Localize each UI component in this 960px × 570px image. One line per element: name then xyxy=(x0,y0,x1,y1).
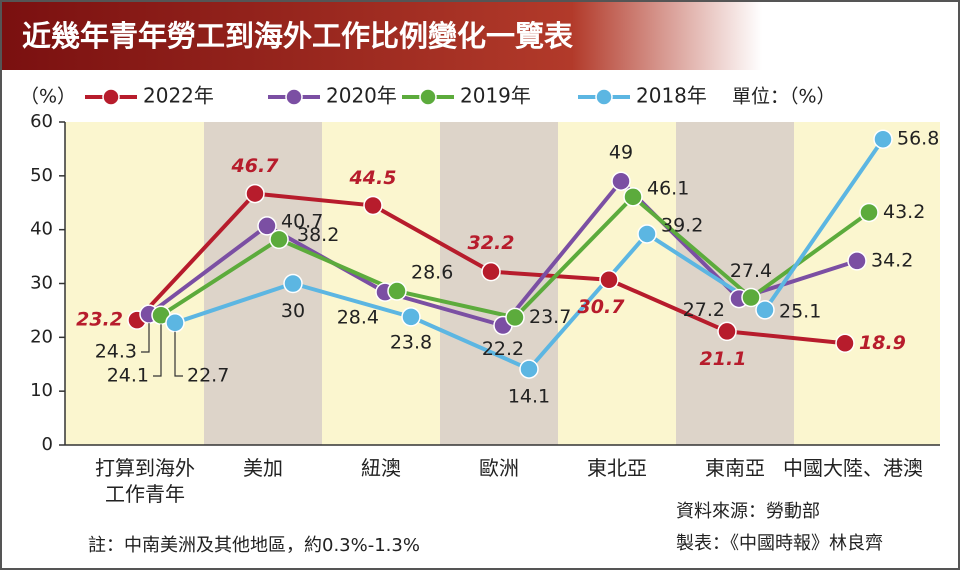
data-label: 23.2 xyxy=(76,309,123,331)
data-point xyxy=(611,171,631,191)
x-tick-label: 東北亞 xyxy=(587,456,647,480)
data-label: 23.8 xyxy=(390,331,432,353)
legend-marker xyxy=(102,88,120,106)
data-label: 34.2 xyxy=(871,249,913,271)
data-label: 30.7 xyxy=(578,296,626,318)
data-point xyxy=(873,129,893,149)
x-tick-label: 美加 xyxy=(243,456,283,480)
y-unit: （%） xyxy=(20,86,76,108)
legend-label: 2018年 xyxy=(636,84,707,108)
data-point xyxy=(481,261,501,282)
data-point xyxy=(283,273,303,294)
y-tick-label: 50 xyxy=(30,165,53,186)
data-point xyxy=(599,269,619,290)
leader-line xyxy=(141,323,150,353)
data-label: 56.8 xyxy=(897,128,939,150)
y-tick-label: 0 xyxy=(42,434,53,455)
y-tick-label: 20 xyxy=(30,326,53,347)
data-point xyxy=(755,300,775,320)
x-tick-label: 中國大陸、港澳 xyxy=(783,456,923,480)
data-point xyxy=(847,251,867,271)
legend-marker xyxy=(285,88,303,106)
data-point xyxy=(401,307,421,327)
x-tick-label: 歐洲 xyxy=(479,456,519,480)
title-banner xyxy=(2,2,762,70)
data-point xyxy=(363,195,383,216)
data-label: 28.6 xyxy=(411,262,453,284)
data-label: 28.4 xyxy=(337,307,379,329)
data-label: 22.2 xyxy=(482,338,524,360)
legend-label: 2019年 xyxy=(460,84,531,108)
data-label: 22.7 xyxy=(187,365,229,387)
y-tick-label: 40 xyxy=(30,219,53,240)
data-label: 49 xyxy=(609,142,633,164)
data-label: 30 xyxy=(281,300,305,322)
legend-marker xyxy=(419,88,437,106)
data-label: 18.9 xyxy=(859,332,906,354)
data-point xyxy=(519,359,539,379)
data-point xyxy=(245,183,265,204)
data-label: 38.2 xyxy=(297,224,339,246)
y-tick-label: 30 xyxy=(30,273,53,294)
data-label: 27.4 xyxy=(730,260,772,282)
data-label: 21.1 xyxy=(700,348,747,370)
data-label: 39.2 xyxy=(661,214,703,236)
y-tick-label: 10 xyxy=(30,380,53,401)
data-label: 24.1 xyxy=(107,365,149,387)
legend-label: 2020年 xyxy=(326,84,397,108)
legend-marker xyxy=(595,88,613,106)
data-label: 25.1 xyxy=(779,300,821,322)
source: 資料來源：勞動部 xyxy=(676,501,820,522)
data-point xyxy=(387,281,407,301)
data-point xyxy=(835,333,855,354)
data-label: 46.1 xyxy=(647,177,689,199)
y-tick-label: 60 xyxy=(30,111,53,132)
unit-note: 單位：（%） xyxy=(732,86,836,108)
data-point xyxy=(623,187,643,207)
leader-line xyxy=(153,324,162,377)
data-point xyxy=(165,313,185,333)
x-tick-label: 紐澳 xyxy=(361,456,401,480)
data-label: 24.3 xyxy=(95,341,137,363)
data-label: 43.2 xyxy=(883,201,925,223)
data-point xyxy=(717,321,737,342)
legend-label: 2022年 xyxy=(143,84,214,108)
data-label: 32.2 xyxy=(468,232,515,254)
x-tick-label: 東南亞 xyxy=(705,456,765,480)
x-tick-label: 打算到海外工作青年 xyxy=(95,456,195,506)
data-point xyxy=(269,229,289,250)
data-label: 14.1 xyxy=(508,386,550,408)
note: 註：中南美洲及其他地區，約0.3%-1.3% xyxy=(88,535,420,556)
data-label: 46.7 xyxy=(231,155,280,177)
data-point xyxy=(257,216,277,236)
chart-title: 近幾年青年勞工到海外工作比例變化一覽表 xyxy=(22,19,573,53)
data-point xyxy=(637,224,657,244)
data-point xyxy=(505,307,525,328)
data-label: 23.7 xyxy=(529,306,571,328)
data-label: 44.5 xyxy=(349,167,397,189)
data-label: 40.7 xyxy=(281,210,323,232)
data-point xyxy=(859,202,879,223)
data-point xyxy=(741,287,761,308)
leader-line xyxy=(174,331,183,377)
data-label: 27.2 xyxy=(683,299,725,321)
credit: 製表：《中國時報》林良齊 xyxy=(676,533,883,554)
